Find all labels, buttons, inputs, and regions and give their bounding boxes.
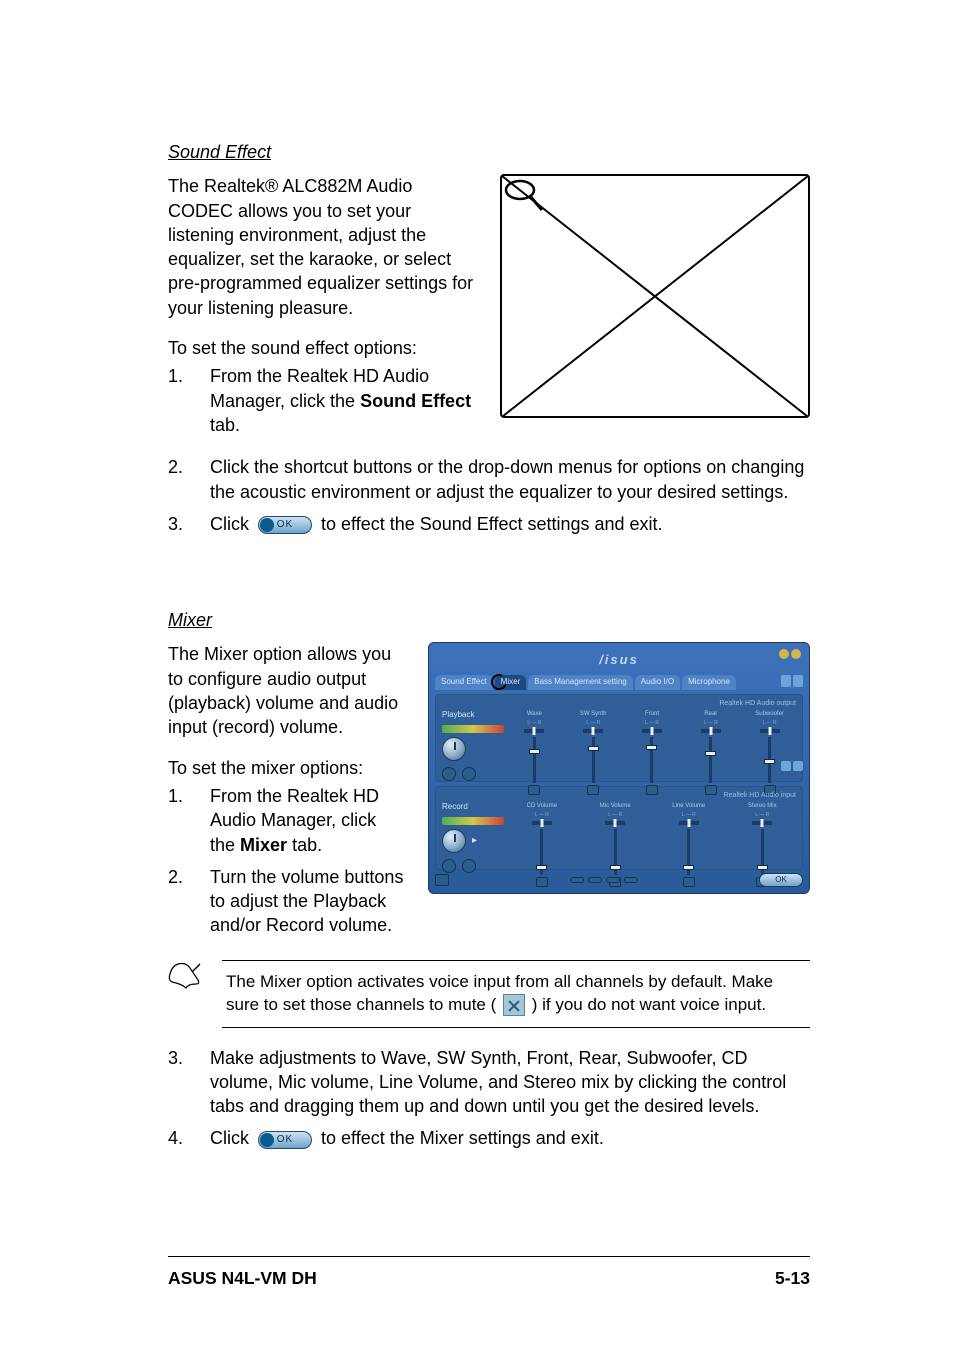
step-body: Click to effect the Mixer settings and e… (210, 1126, 810, 1150)
step-body: Click to effect the Sound Effect setting… (210, 512, 810, 536)
mixer-intro: The Mixer option allows you to configure… (168, 642, 404, 739)
note-text-post: ) if you do not want voice input. (532, 995, 766, 1014)
playback-label: Playback (442, 710, 504, 721)
step-number: 1. (168, 364, 210, 437)
step-body: From the Realtek HD Audio Manager, click… (210, 364, 476, 437)
note-icon (168, 960, 202, 996)
footer-right: 5-13 (775, 1267, 810, 1291)
help-icon[interactable] (442, 767, 456, 781)
channel-mute[interactable] (646, 785, 658, 795)
ok-button-glyph (258, 1131, 312, 1149)
step-number: 2. (168, 455, 210, 504)
record-volume-knob[interactable] (442, 829, 466, 853)
sound-effect-title: Sound Effect (168, 140, 810, 164)
channel-mute[interactable] (705, 785, 717, 795)
mixer-tab[interactable]: Microphone (682, 675, 736, 690)
record-label: Record (442, 802, 504, 813)
channel-slider[interactable]: WaveL — R (512, 710, 557, 795)
step-number: 4. (168, 1126, 210, 1150)
step-body: From the Realtek HD Audio Manager, click… (210, 784, 404, 857)
channel-slider[interactable]: SubwooferL — R (747, 710, 792, 795)
panel-ok-button[interactable]: OK (759, 873, 803, 887)
step-body: Click the shortcut buttons or the drop-d… (210, 455, 810, 504)
channel-slider[interactable]: SW SynthL — R (571, 710, 616, 795)
sound-effect-intro: The Realtek® ALC882M Audio CODEC allows … (168, 174, 476, 320)
step-bold: Mixer (240, 835, 287, 855)
step-number: 1. (168, 784, 210, 857)
mixer-tab[interactable]: Bass Management setting (528, 675, 633, 690)
sound-effect-lead: To set the sound effect options: (168, 336, 476, 360)
sound-effect-figure-placeholder (500, 174, 810, 418)
mixer-tab[interactable]: Audio I/O (635, 675, 680, 690)
bottom-chip[interactable] (624, 877, 638, 883)
page-footer: ASUS N4L-VM DH 5-13 (168, 1256, 810, 1291)
asus-logo: /isus (435, 649, 803, 675)
mixer-tab[interactable]: Mixer (495, 675, 527, 690)
playback-header: Realtek HD Audio output (442, 699, 796, 708)
bottom-chip[interactable] (588, 877, 602, 883)
channel-slider[interactable]: RearL — R (688, 710, 733, 795)
footer-left: ASUS N4L-VM DH (168, 1267, 317, 1291)
speaker-icon[interactable] (462, 767, 476, 781)
step-body: Turn the volume buttons to adjust the Pl… (210, 865, 404, 938)
mixer-lead: To set the mixer options: (168, 756, 404, 780)
step-number: 3. (168, 1046, 210, 1119)
channel-slider[interactable]: FrontL — R (630, 710, 675, 795)
step-number: 2. (168, 865, 210, 938)
record-band: Realtek HD Audio input Record ▸ CD Volum… (435, 786, 803, 870)
bottom-chip[interactable] (606, 877, 620, 883)
step-bold: Sound Effect (360, 391, 471, 411)
speaker-icon[interactable] (462, 859, 476, 873)
playback-band: Realtek HD Audio output Playback WaveL —… (435, 694, 803, 782)
mixer-screenshot: /isus Sound EffectMixerBass Management s… (428, 642, 810, 894)
playback-volume-knob[interactable] (442, 737, 466, 761)
step-body: Make adjustments to Wave, SW Synth, Fron… (210, 1046, 810, 1119)
mixer-tab[interactable]: Sound Effect (435, 675, 493, 690)
mixer-section: Mixer The Mixer option allows you to con… (168, 608, 810, 1151)
mute-icon (503, 994, 525, 1016)
mixer-note: The Mixer option activates voice input f… (168, 960, 810, 1028)
magnifier-icon (502, 176, 546, 220)
step-number: 3. (168, 512, 210, 536)
sound-effect-section: Sound Effect The Realtek® ALC882M Audio … (168, 140, 810, 536)
help-icon[interactable] (442, 859, 456, 873)
channel-mute[interactable] (528, 785, 540, 795)
mixer-title: Mixer (168, 608, 810, 632)
bottom-chip[interactable] (570, 877, 584, 883)
ok-button-glyph (258, 516, 312, 534)
channel-mute[interactable] (587, 785, 599, 795)
